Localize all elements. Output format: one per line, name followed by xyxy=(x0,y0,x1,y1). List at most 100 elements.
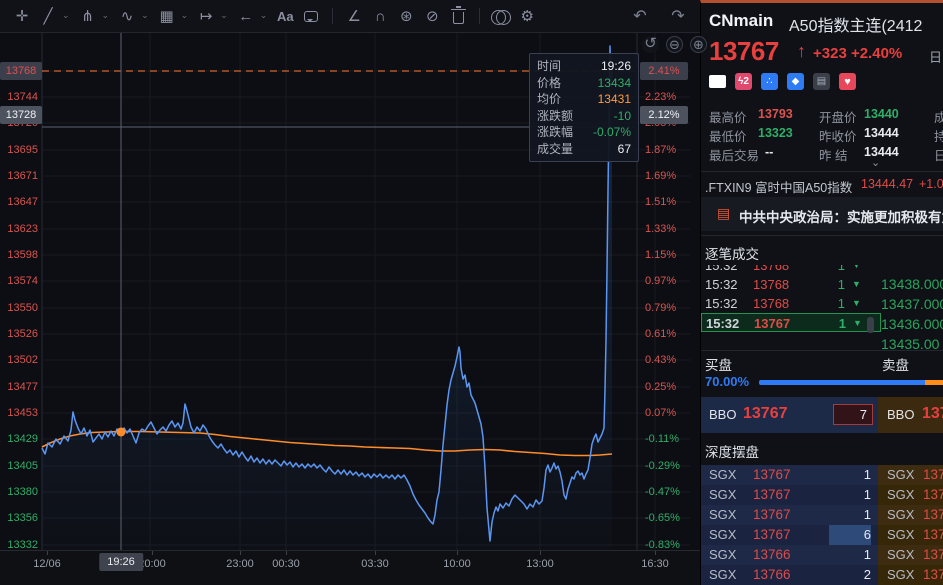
chevron-down-icon[interactable]: ⌄ xyxy=(259,9,268,20)
linked-index-name[interactable]: .FTXIN9 富时中国A50指数 xyxy=(705,181,853,195)
exchange-label: SGX xyxy=(887,467,915,482)
measure-icon[interactable]: ↦ xyxy=(199,8,213,25)
bbo-ask-cell[interactable] xyxy=(878,397,943,433)
reset-zoom-icon[interactable]: ↺ xyxy=(642,36,659,53)
favorite-heart-icon[interactable]: ♥ xyxy=(839,73,856,90)
quote-label-volume-partial: 成 xyxy=(934,107,943,126)
chevron-down-icon[interactable]: ⌄ xyxy=(141,9,149,20)
exchange-label: SGX xyxy=(709,507,737,522)
chevron-down-icon[interactable]: ⌄ xyxy=(220,9,228,20)
tooltip-label: 成交量 xyxy=(537,141,574,156)
side-price: 13435.00 xyxy=(881,336,940,349)
bid-price: 13767 xyxy=(753,507,791,522)
y-axis-label: 13574 xyxy=(7,275,38,287)
magnet-icon[interactable]: ∩ xyxy=(374,7,386,25)
gann-grid-icon[interactable]: ▦ xyxy=(159,8,174,25)
tooltip-value-avg: 13431 xyxy=(597,92,631,106)
ask-price: 137 xyxy=(923,507,943,522)
pct-axis-label: 0.61% xyxy=(645,328,677,340)
undo-redo-group: ↶ ↷ xyxy=(628,4,690,28)
quote-value-last-trade: -- xyxy=(765,145,774,159)
tick-price: 13768 xyxy=(753,265,790,273)
chart-zoom-controls: ↺ ⊖ ⊕ xyxy=(642,36,707,53)
exchange-label: SGX xyxy=(709,567,737,582)
collapse-chevron-icon[interactable]: ⌄ xyxy=(871,157,881,169)
news-bar[interactable]: ▤ 中共中央政治局：实施更加积极有为的 xyxy=(701,197,943,231)
compare-circles-icon[interactable] xyxy=(489,4,513,28)
quote-label-last-trade: 最后交易 xyxy=(709,149,760,163)
zoom-out-icon[interactable]: ⊖ xyxy=(666,36,683,53)
comment-icon[interactable] xyxy=(299,4,323,28)
chevron-down-icon[interactable]: ⌄ xyxy=(62,9,70,20)
toolbar-separator xyxy=(479,8,481,24)
drawing-settings-gear-icon[interactable]: ⚙ xyxy=(520,8,534,25)
pitchfork-icon[interactable]: ⋔ xyxy=(81,8,94,25)
crosshair-move-icon[interactable]: ✛ xyxy=(15,8,29,25)
time-axis-label: 10:00 xyxy=(443,558,471,570)
pct-axis-label: 0.43% xyxy=(645,354,677,366)
tooltip-label: 价格 xyxy=(537,75,562,90)
tick-row-latest[interactable]: 15:32 13767 1 ▼ xyxy=(701,313,881,332)
document-badge-icon[interactable]: ▤ xyxy=(813,73,830,90)
depth-row[interactable]: SGX 13766 2 SGX 137 xyxy=(701,565,943,585)
buy-sell-ratio-bar xyxy=(759,380,943,385)
avg-price-line xyxy=(41,430,613,457)
symbol-badges: ϟ2 ∴ ◆ ▤ ♥ xyxy=(709,73,856,90)
text-tool-icon[interactable]: Aa xyxy=(276,8,294,24)
hide-drawings-icon[interactable]: ⊘ xyxy=(425,8,439,25)
y-axis-label: 13550 xyxy=(7,302,38,314)
trend-line-icon[interactable]: ╱ xyxy=(43,8,53,25)
scrollbar-thumb[interactable] xyxy=(867,317,874,333)
last-price-axis-tag: 13768 xyxy=(0,62,42,80)
news-doc-icon: ▤ xyxy=(717,205,731,221)
quote-label-daily-partial: 日 xyxy=(934,145,943,164)
undo-icon[interactable]: ↶ xyxy=(633,8,647,25)
speech-bubble-shape xyxy=(304,10,319,22)
wave-icon[interactable]: ∿ xyxy=(120,8,134,25)
crosshair-avg-dot xyxy=(116,427,126,437)
zoom-in-icon[interactable]: ⊕ xyxy=(690,36,707,53)
axis-tick xyxy=(540,551,541,555)
sync-drawings-icon[interactable]: ⊛ xyxy=(399,8,413,25)
bid-qty: 1 xyxy=(863,507,871,522)
level2-badge-icon[interactable]: ϟ2 xyxy=(735,73,752,90)
tick-row[interactable]: 15:32 13768 1 ▼ xyxy=(701,265,881,275)
drawing-toolbar: ✛ ╱ ⌄ ⋔ ⌄ ∿ ⌄ ▦ ⌄ ↦ ⌄ ← ⌄ Aa ∠ ∩ ⊛ ⊘ ⚙ ↶ ↷ xyxy=(0,0,700,33)
pct-axis-label: -0.65% xyxy=(645,512,680,524)
depth-row[interactable]: SGX 13767 1 SGX 137 xyxy=(701,465,943,485)
quote-value-prev-close: 13444 xyxy=(864,126,899,140)
bbo-bid-label: BBO xyxy=(709,407,737,422)
period-label[interactable]: 日 xyxy=(929,50,943,65)
singapore-flag-icon xyxy=(709,75,726,88)
linked-index-value: 13444.47 xyxy=(861,177,914,191)
trash-icon[interactable] xyxy=(446,4,470,28)
down-triangle-icon: ▼ xyxy=(852,279,861,289)
concept-badge-icon[interactable]: ∴ xyxy=(761,73,778,90)
depth-row[interactable]: SGX 13767 6 SGX 137 xyxy=(701,525,943,545)
depth-ask-cell xyxy=(878,525,943,545)
depth-bid-cell xyxy=(701,565,878,585)
chevron-down-icon[interactable]: ⌄ xyxy=(101,9,110,20)
arrow-icon[interactable]: ← xyxy=(238,7,254,25)
tick-row[interactable]: 15:32 13768 1 ▼ xyxy=(701,275,881,294)
bbo-ask-label: BBO xyxy=(887,407,915,422)
y-axis-label: 13671 xyxy=(7,170,38,182)
depth-row[interactable]: SGX 13766 1 SGX 137 xyxy=(701,545,943,565)
tick-row[interactable]: 15:32 13768 1 ▼ xyxy=(701,294,881,313)
angle-icon[interactable]: ∠ xyxy=(347,8,361,25)
chevron-down-icon[interactable]: ⌄ xyxy=(180,9,189,20)
depth-book: SGX 13767 1 SGX 137 SGX 13767 1 SGX 137 … xyxy=(701,465,943,585)
depth-row[interactable]: SGX 13767 1 SGX 137 xyxy=(701,505,943,525)
tick-list: 15:32 13768 1 ▼ 15:32 13768 1 ▼ 15:32 13… xyxy=(701,265,943,349)
redo-icon[interactable]: ↷ xyxy=(671,8,685,25)
price-line xyxy=(41,45,613,542)
quote-label-prev-settle: 昨 结 xyxy=(819,149,848,163)
quote-label-low: 最低价 xyxy=(709,130,747,144)
pct-axis-label: 2.23% xyxy=(645,91,677,103)
price-change: +323 +2.40% xyxy=(813,45,903,62)
side-price: 13438.000 xyxy=(881,276,943,292)
tag-badge-icon[interactable]: ◆ xyxy=(787,73,804,90)
depth-row[interactable]: SGX 13767 1 SGX 137 xyxy=(701,485,943,505)
tick-price: 13768 xyxy=(753,296,790,311)
y-axis-label: 13623 xyxy=(7,223,38,235)
